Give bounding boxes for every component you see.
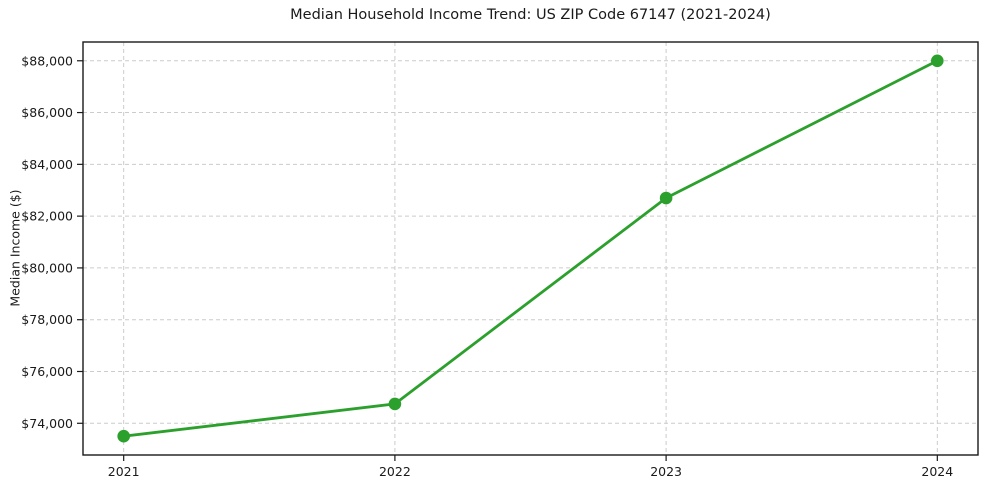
y-tick-label: $86,000 — [21, 105, 73, 120]
data-line — [122, 59, 939, 438]
data-point — [931, 54, 944, 68]
chart-title: Median Household Income Trend: US ZIP Co… — [290, 7, 771, 23]
y-tick-label: $88,000 — [21, 53, 73, 68]
data-point — [388, 397, 402, 411]
x-tick-label: 2024 — [921, 464, 953, 479]
data-point — [117, 429, 130, 443]
x-tick-label: 2021 — [108, 464, 140, 479]
x-tick-label: 2023 — [650, 464, 682, 479]
y-tick-label: $74,000 — [21, 416, 73, 431]
y-tick-label: $80,000 — [21, 260, 73, 275]
x-tick-label: 2022 — [379, 464, 411, 479]
y-tick-label: $76,000 — [21, 364, 73, 379]
y-tick-label: $84,000 — [21, 157, 73, 172]
y-tick-label: $78,000 — [21, 312, 73, 327]
y-tick-label: $82,000 — [21, 209, 73, 224]
plot-border — [82, 41, 979, 456]
data-point — [659, 191, 673, 205]
